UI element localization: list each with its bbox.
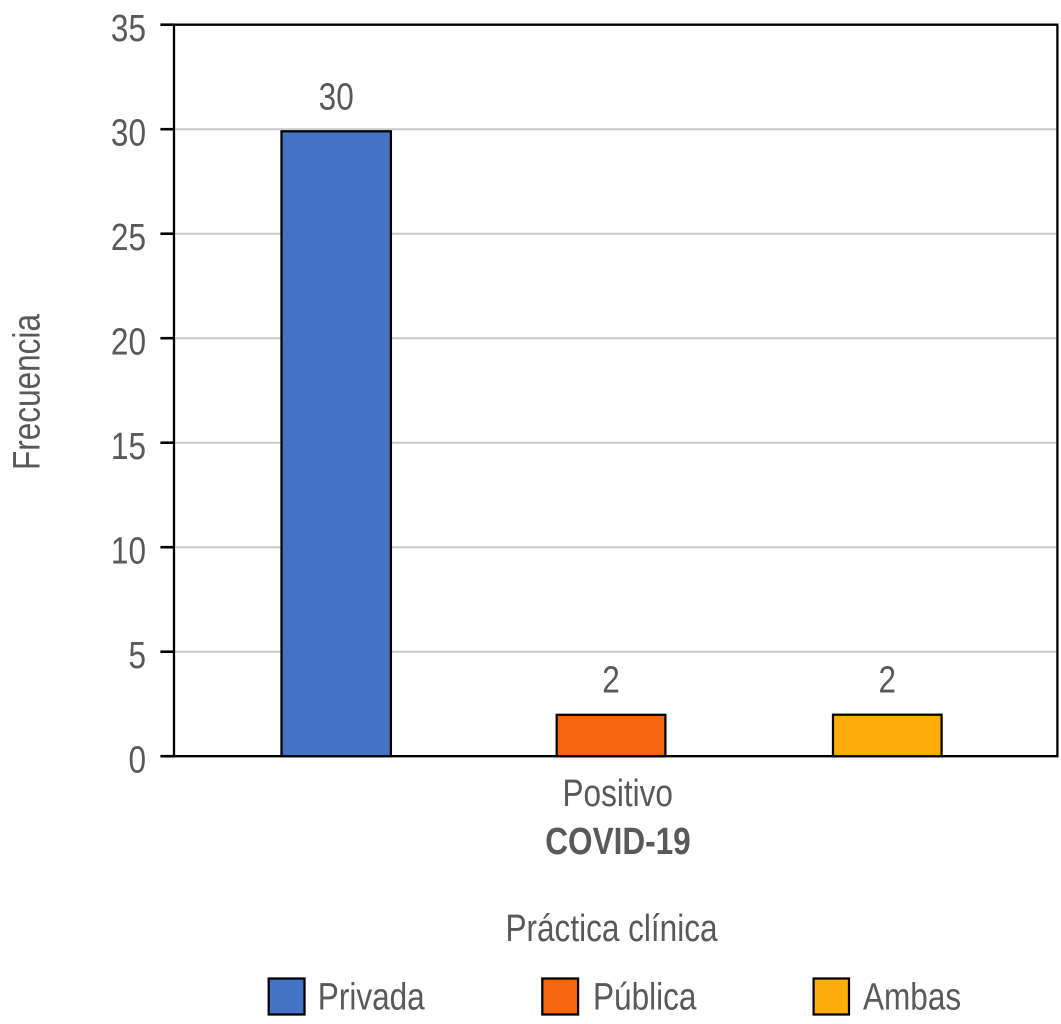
svg-text:15: 15: [111, 425, 146, 467]
svg-text:20: 20: [111, 321, 146, 363]
svg-text:30: 30: [111, 112, 146, 154]
svg-text:2: 2: [879, 659, 897, 701]
svg-text:Privada: Privada: [318, 976, 425, 1018]
svg-text:35: 35: [111, 7, 146, 49]
svg-text:0: 0: [128, 739, 146, 781]
svg-text:Ambas: Ambas: [863, 976, 961, 1018]
svg-text:25: 25: [111, 216, 146, 258]
svg-text:2: 2: [602, 659, 620, 701]
svg-text:Frecuencia: Frecuencia: [6, 313, 48, 469]
svg-text:COVID-19: COVID-19: [545, 820, 690, 862]
svg-text:Positivo: Positivo: [562, 772, 672, 814]
svg-text:Práctica clínica: Práctica clínica: [505, 907, 718, 949]
svg-text:10: 10: [111, 530, 146, 572]
svg-text:30: 30: [319, 76, 354, 118]
svg-text:Pública: Pública: [593, 976, 697, 1018]
svg-text:5: 5: [128, 634, 146, 676]
